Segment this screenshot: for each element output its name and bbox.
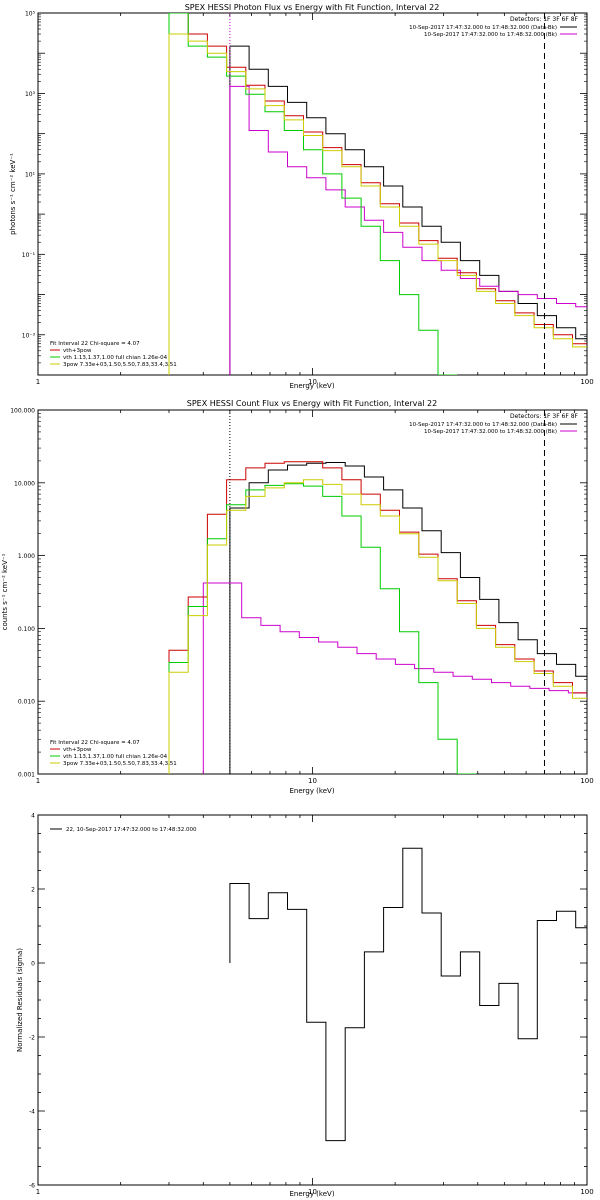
x-tick-label: 1 [36,1188,40,1196]
y-tick-label: 4 [31,813,35,820]
y-tick-label: 10¹ [25,171,36,178]
y-tick-label: 2 [31,887,35,894]
x-tick-label: 10 [308,378,317,386]
photon-flux-xlabel: Energy (keV) [289,382,334,390]
y-tick-label: 10⁻³ [22,332,36,339]
y-tick-label: 0.100 [18,626,35,633]
fit-legend-entry: Fit Interval 22 Chi-square = 4.07 [50,740,140,746]
series-line-vth [168,13,458,375]
fit-legend-entry: Fit Interval 22 Chi-square = 4.07 [50,341,140,347]
photon-flux-detectors: Detectors: 1F 3F 6F 8F [510,16,579,23]
y-tick-label: 0.001 [18,772,35,779]
fit-legend-entry: 3pow 7.33e+03,1.50,5.50,7.83,33.4,3.51 [63,761,177,767]
x-tick-label: 10 [308,1188,317,1196]
residuals-ylabel: Normalized Residuals (sigma) [16,948,24,1052]
x-tick-label: 100 [580,777,593,785]
time-legend-entry: 10-Sep-2017 17:47:32.000 to 17:48:32.000… [409,422,557,428]
count-flux-xlabel: Energy (keV) [289,787,334,795]
y-tick-label: -4 [29,1109,35,1116]
x-tick-label: 100 [580,378,593,386]
y-tick-label: 10.000 [14,480,35,487]
y-tick-label: 1.000 [18,553,35,560]
series-line-data-bk [229,462,587,774]
y-tick-label: 100.000 [10,408,35,415]
time-legend-entry: 10-Sep-2017 17:47:32.000 to 17:48:32.000… [424,32,557,38]
time-legend-entry: 10-Sep-2017 17:47:32.000 to 17:48:32.000… [424,429,557,435]
series-line-3pow [168,479,587,774]
y-tick-label: 10³ [25,91,36,98]
time-legend-entry: 10-Sep-2017 17:47:32.000 to 17:48:32.000… [409,25,557,31]
fit-legend-entry: vth 1.13,1.37,1.00 full chian 1.26e-04 [63,754,168,760]
x-tick-label: 10 [308,777,317,785]
y-tick-label: 10⁵ [25,11,36,18]
count-flux-title: SPEX HESSI Count Flux vs Energy with Fit… [187,399,438,408]
series-line-22-10-sep-2017-17-47-32-000-to [229,847,587,1142]
photon-flux-plot-frame [37,12,588,376]
count-flux-detectors: Detectors: 1F 3F 6F 8F [510,413,579,420]
fit-legend-entry: vth 1.13,1.37,1.00 full chian 1.26e-04 [63,355,168,361]
residuals-xlabel: Energy (keV) [289,1190,334,1198]
series-line-vth-3pow [168,13,587,375]
count-flux-chart: SPEX HESSI Count Flux vs Energy with Fit… [1,399,594,795]
count-flux-ylabel: counts s⁻¹ cm⁻² keV⁻¹ [1,553,9,630]
residuals-chart: Energy (keV) Normalized Residuals (sigma… [16,813,594,1199]
fit-legend-entry: vth+3pow [63,747,92,753]
series-line-vth-3pow [168,461,587,774]
y-tick-label: 0 [31,961,35,968]
x-tick-label: 1 [36,777,40,785]
fit-legend-entry: vth+3pow [63,348,92,354]
residuals-legend-entry: 22, 10-Sep-2017 17:47:32.000 to 17:48:32… [66,827,197,833]
y-tick-label: 10⁻¹ [22,252,36,259]
residuals-plot-frame [37,814,588,1186]
photon-flux-title: SPEX HESSI Photon Flux vs Energy with Fi… [185,3,440,12]
x-tick-label: 1 [36,378,40,386]
y-tick-label: -2 [29,1035,35,1042]
count-flux-plot-frame [37,409,588,775]
y-tick-label: 0.010 [18,699,35,706]
series-line-vth [168,483,477,774]
y-tick-label: -6 [29,1183,35,1190]
series-line-bk [202,582,587,774]
x-tick-label: 100 [580,1188,593,1196]
fit-legend-entry: 3pow 7.33e+03,1.50,5.50,7.83,33.4,3.51 [63,362,177,368]
photon-flux-chart: SPEX HESSI Photon Flux vs Energy with Fi… [9,3,594,390]
series-line-3pow [168,33,587,375]
series-line-bk [229,85,587,375]
series-line-data-bk [229,45,587,375]
photon-flux-ylabel: photons s⁻¹ cm⁻² keV⁻¹ [9,153,17,235]
